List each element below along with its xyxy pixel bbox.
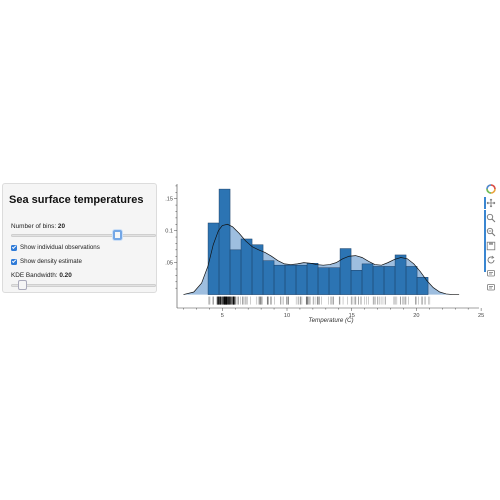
- show-observations-label: Show individual observations: [20, 244, 100, 251]
- y-tick-label: 0.15: [165, 197, 173, 203]
- histogram-bar[interactable]: [351, 270, 362, 294]
- histogram-bar[interactable]: [395, 255, 406, 295]
- histogram-bar[interactable]: [373, 266, 384, 294]
- kde-slider[interactable]: [11, 284, 156, 287]
- bins-slider[interactable]: [11, 234, 156, 237]
- histogram-bar[interactable]: [384, 266, 395, 294]
- bokeh-logo-icon[interactable]: [486, 184, 496, 194]
- histogram-bar[interactable]: [230, 250, 241, 295]
- histogram-bar[interactable]: [285, 265, 296, 294]
- bins-value: 20: [58, 223, 65, 230]
- wheel-zoom-icon[interactable]: [486, 227, 496, 237]
- kde-slider-handle[interactable]: [18, 280, 27, 290]
- y-tick-label: 0.05: [165, 261, 173, 267]
- show-observations-checkbox[interactable]: [11, 245, 17, 251]
- box-zoom-icon[interactable]: [486, 213, 496, 223]
- histogram-bar[interactable]: [241, 239, 252, 295]
- kde-value: 0.20: [59, 272, 71, 279]
- x-tick-label: 20: [413, 313, 419, 319]
- histogram-bar[interactable]: [340, 249, 351, 295]
- bins-label: Number of bins: 20: [11, 223, 65, 230]
- save-icon[interactable]: [486, 241, 496, 251]
- histogram-bar[interactable]: [252, 245, 263, 295]
- histogram-bar[interactable]: [263, 261, 274, 295]
- kde-label-text: KDE Bandwidth:: [11, 272, 59, 279]
- show-density-label: Show density estimate: [20, 258, 82, 265]
- histogram-bar[interactable]: [219, 189, 230, 294]
- x-tick-label: 10: [284, 313, 290, 319]
- show-density-toggle[interactable]: Show density estimate: [11, 257, 82, 266]
- hover-icon[interactable]: [486, 269, 496, 279]
- histogram-bar[interactable]: [318, 268, 329, 295]
- controls-panel: Sea surface temperatures Number of bins:…: [2, 183, 157, 293]
- pan-icon[interactable]: [486, 198, 496, 208]
- show-density-checkbox[interactable]: [11, 259, 17, 265]
- show-observations-toggle[interactable]: Show individual observations: [11, 243, 100, 252]
- hover-icon-2[interactable]: [486, 283, 496, 293]
- chart-toolbar: [484, 182, 498, 302]
- histogram-bar[interactable]: [296, 265, 307, 294]
- reset-icon[interactable]: [486, 255, 496, 265]
- bins-label-text: Number of bins:: [11, 223, 58, 230]
- histogram-bar[interactable]: [307, 263, 318, 294]
- panel-title: Sea surface temperatures: [9, 194, 144, 206]
- x-tick-label: 25: [478, 313, 484, 319]
- histogram-bar[interactable]: [406, 266, 417, 294]
- y-tick-label: 0.1: [165, 229, 173, 235]
- histogram-bar[interactable]: [329, 268, 340, 295]
- x-tick-label: 5: [221, 313, 224, 319]
- histogram-bar[interactable]: [274, 265, 285, 294]
- bins-slider-handle[interactable]: [113, 230, 122, 240]
- x-axis-label: Temperature (C): [308, 317, 353, 324]
- histogram-bar[interactable]: [362, 264, 373, 295]
- kde-label: KDE Bandwidth: 0.20: [11, 272, 72, 279]
